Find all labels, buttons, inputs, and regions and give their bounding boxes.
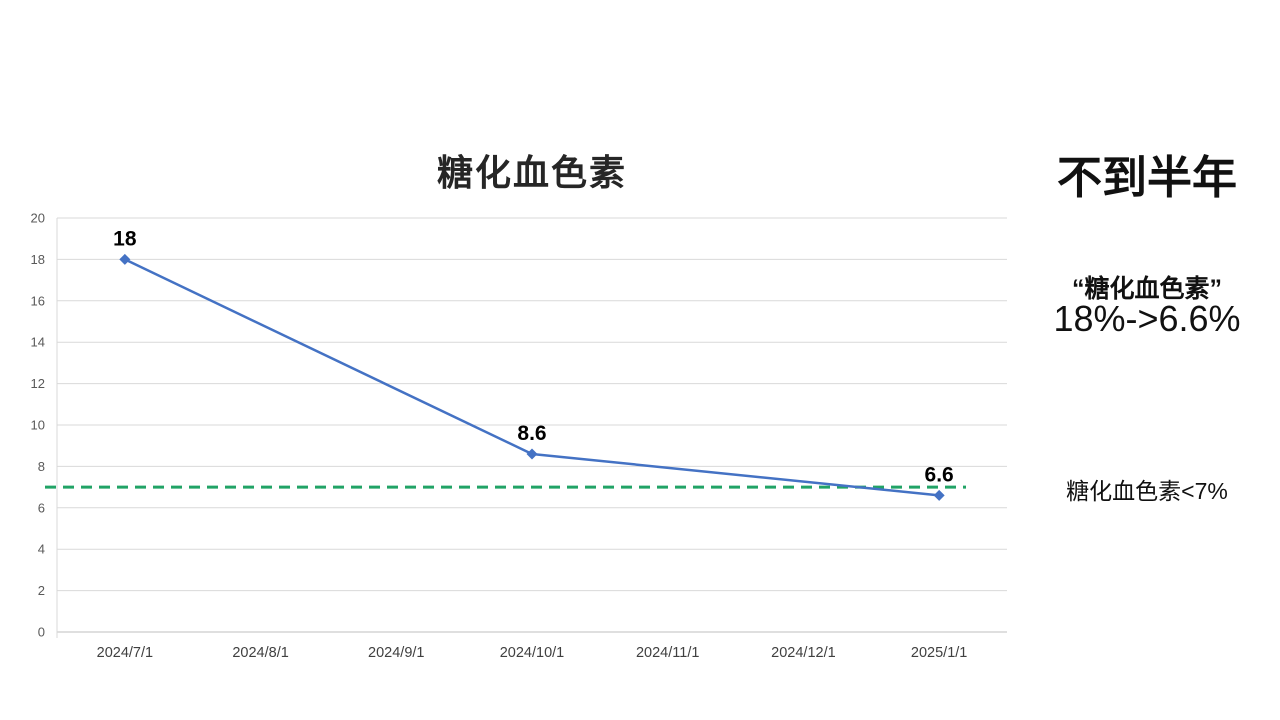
y-tick-label: 20 (31, 211, 45, 226)
y-tick-label: 0 (38, 625, 45, 640)
annotation-quote-line: “糖化血色素” (1071, 275, 1222, 303)
y-tick-label: 10 (31, 418, 45, 433)
x-tick-label: 2024/11/1 (636, 645, 699, 661)
x-tick-label: 2025/1/1 (911, 645, 967, 661)
annotation-headline: 不到半年 (1056, 152, 1237, 203)
y-tick-label: 4 (38, 542, 45, 557)
data-point-label: 8.6 (517, 422, 546, 445)
x-tick-label: 2024/12/1 (771, 645, 836, 661)
data-point-marker (933, 489, 945, 501)
data-point-marker (526, 448, 538, 460)
y-tick-label: 6 (38, 500, 45, 515)
data-point-marker (119, 253, 131, 265)
x-tick-label: 2024/7/1 (97, 645, 153, 661)
y-tick-label: 2 (38, 583, 45, 598)
data-point-label: 6.6 (925, 463, 954, 486)
y-tick-label: 12 (31, 376, 45, 391)
annotation-target-line: 糖化血色素<7% (1066, 478, 1228, 504)
y-tick-label: 14 (31, 335, 45, 350)
x-tick-label: 2024/8/1 (232, 645, 288, 661)
x-tick-label: 2024/9/1 (368, 645, 424, 661)
chart-title: 糖化血色素 (436, 152, 627, 193)
annotation-panel: 不到半年 “糖化血色素” 18%->6.6% 糖化血色素<7% (1014, 0, 1280, 720)
annotation-change-line: 18%->6.6% (1053, 298, 1241, 339)
y-tick-label: 18 (31, 252, 45, 267)
x-tick-label: 2024/10/1 (500, 645, 565, 661)
y-tick-label: 16 (31, 293, 45, 308)
y-tick-label: 8 (38, 459, 45, 474)
series-line (123, 258, 941, 497)
data-point-label: 18 (113, 227, 137, 250)
